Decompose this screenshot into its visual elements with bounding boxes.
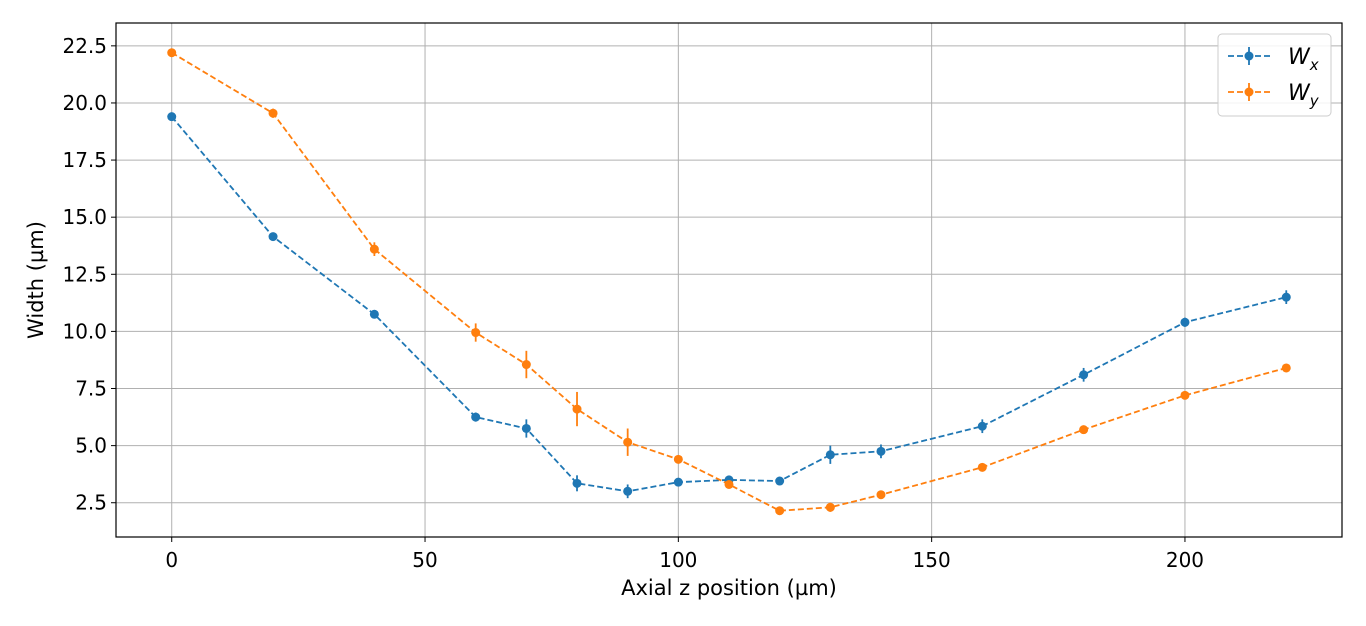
series-line: [171, 116, 1287, 493]
legend-item-wx: Wx: [1228, 45, 1319, 74]
data-point: [825, 502, 835, 512]
data-point: [369, 244, 379, 254]
y-tick-label: 7.5: [75, 377, 107, 401]
x-tick-label: 50: [412, 548, 437, 572]
x-tick-label: 150: [913, 548, 951, 572]
y-tick-label: 15.0: [62, 205, 107, 229]
data-point: [268, 232, 278, 242]
x-tick-label: 200: [1166, 548, 1204, 572]
data-point: [1281, 292, 1291, 302]
legend-label: Wx: [1288, 45, 1319, 74]
data-point: [977, 462, 987, 472]
data-point: [1180, 317, 1190, 327]
data-point: [1180, 390, 1190, 400]
data-point: [775, 476, 785, 486]
data-point: [673, 454, 683, 464]
y-tick-label: 10.0: [62, 319, 107, 343]
x-axis-label: Axial z position (µm): [621, 576, 837, 600]
y-axis-label: Width (µm): [24, 221, 48, 339]
data-point: [673, 477, 683, 487]
ticks: 0 50 100 150 200 2.5 5.0 7.5 10.0 12.5 15.0 17.5 20.…: [62, 34, 1204, 572]
data-point: [471, 412, 481, 422]
grid: [116, 23, 1342, 537]
legend-marker: [1244, 87, 1254, 97]
legend-marker: [1244, 51, 1254, 61]
data-point: [1079, 425, 1089, 435]
data-point: [572, 404, 582, 414]
y-tick-label: 2.5: [75, 491, 107, 515]
data-point: [775, 506, 785, 516]
data-point: [572, 478, 582, 488]
data-point: [369, 309, 379, 319]
data-point: [521, 360, 531, 370]
y-tick-label: 20.0: [62, 91, 107, 115]
x-tick-label: 100: [659, 548, 697, 572]
data-point: [268, 108, 278, 118]
data-point: [1079, 370, 1089, 380]
y-tick-label: 5.0: [75, 434, 107, 458]
y-tick-label: 17.5: [62, 148, 107, 172]
x-tick-label: 0: [165, 548, 178, 572]
data-point: [521, 423, 531, 433]
data-point: [825, 450, 835, 460]
series-wy: [167, 48, 1291, 516]
series-layer: [167, 48, 1291, 516]
axes-frame: [115, 22, 1343, 538]
data-point: [167, 48, 177, 58]
data-point: [623, 437, 633, 447]
data-point: [724, 479, 734, 489]
data-point: [167, 112, 177, 122]
y-tick-label: 12.5: [62, 262, 107, 286]
data-point: [1281, 363, 1291, 373]
data-point: [876, 446, 886, 456]
data-point: [977, 421, 987, 431]
legend-item-wy: Wy: [1228, 81, 1320, 110]
data-point: [623, 486, 633, 496]
legend: Wx Wy: [1217, 33, 1332, 117]
y-tick-label: 22.5: [62, 34, 107, 58]
data-point: [876, 490, 886, 500]
legend-label: Wy: [1288, 81, 1320, 110]
series-line: [171, 51, 1287, 512]
data-point: [471, 328, 481, 338]
series-wx: [167, 112, 1291, 499]
